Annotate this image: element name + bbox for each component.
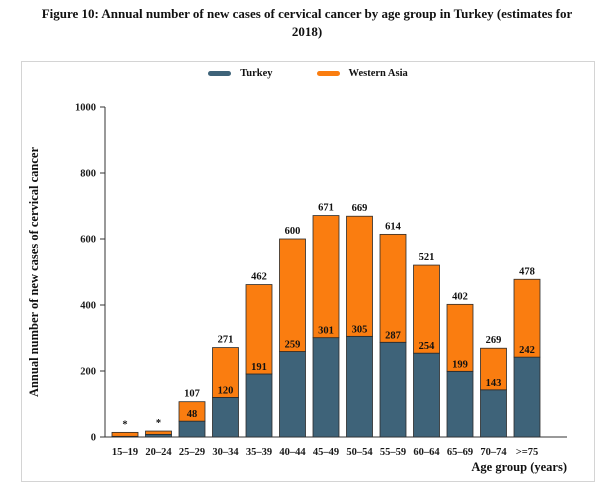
legend-swatch-western-asia <box>316 71 340 76</box>
figure-caption-line1: Figure 10: Annual number of new cases of… <box>41 6 573 21</box>
chart-container: Turkey Western Asia 0 200 400 600 800 1000 * 15… <box>21 61 595 482</box>
bar-segment-western-asia-20–24 <box>145 430 172 435</box>
total-label-40–44: 600 <box>285 226 301 237</box>
bar-segment-western-asia-60–64 <box>413 264 440 354</box>
bar-segment-western-asia-40–44 <box>279 238 306 352</box>
bar-segment-turkey-65–69 <box>446 370 474 438</box>
legend-swatch-turkey <box>208 71 232 76</box>
figure-caption-line2: 2018) <box>291 23 323 39</box>
bar-segment-western-asia-45–49 <box>312 215 340 339</box>
total-label-20–24: * <box>156 418 161 429</box>
x-tick-label-40–44: 40–44 <box>279 447 306 458</box>
total-label-65–69: 402 <box>452 291 468 302</box>
turkey-segment-label-25–29: 48 <box>187 409 198 420</box>
y-tick-label: 1000 <box>75 103 96 114</box>
turkey-segment-label-60–64: 254 <box>419 341 436 352</box>
figure-caption: Figure 10: Annual number of new cases of… <box>0 5 614 40</box>
bar-segment-turkey-30–34 <box>212 396 239 438</box>
y-tick-label: 400 <box>80 301 96 312</box>
y-axis-title: Annual number of new cases of cervical c… <box>27 147 41 398</box>
legend-label-western-asia: Western Asia <box>348 68 408 79</box>
turkey-segment-label-50–54: 305 <box>352 324 368 335</box>
bar-segment-western-asia-70–74 <box>480 347 507 391</box>
x-tick-label-45–49: 45–49 <box>313 447 339 458</box>
x-tick-label-35–39: 35–39 <box>246 447 272 458</box>
x-tick-label-55–59: 55–59 <box>380 447 406 458</box>
x-axis-title: Age group (years) <box>471 460 567 474</box>
bar-segment-turkey-45–49 <box>312 337 340 438</box>
bar-segment-turkey-50–54 <box>346 335 373 438</box>
bar-segment-turkey-70–74 <box>480 389 507 438</box>
turkey-segment-label-65–69: 199 <box>452 359 468 370</box>
y-tick-label: 600 <box>80 235 96 246</box>
x-tick-label-50–54: 50–54 <box>346 447 373 458</box>
bar-segment-western-asia->=75 <box>513 278 541 358</box>
total-label-15–19: * <box>122 419 127 430</box>
chart-legend: Turkey Western Asia <box>22 68 594 79</box>
turkey-segment-label->=75: 242 <box>519 345 535 356</box>
total-label-45–49: 671 <box>318 203 334 214</box>
bar-segment-western-asia-55–59 <box>379 233 407 343</box>
legend-item-turkey: Turkey <box>208 68 273 79</box>
turkey-segment-label-55–59: 287 <box>385 330 401 341</box>
bar-segment-western-asia-50–54 <box>346 215 373 337</box>
x-tick-label->=75: >=75 <box>516 447 538 458</box>
bar-segment-turkey-55–59 <box>379 341 407 438</box>
turkey-segment-label-40–44: 259 <box>285 340 301 351</box>
bar-segment-western-asia-30–34 <box>212 347 239 398</box>
total-label-60–64: 521 <box>419 252 435 263</box>
x-tick-label-60–64: 60–64 <box>413 447 440 458</box>
turkey-segment-label-35–39: 191 <box>251 362 267 373</box>
total-label-70–74: 269 <box>486 335 502 346</box>
x-tick-label-15–19: 15–19 <box>112 447 138 458</box>
bar-segment-turkey-35–39 <box>245 373 273 438</box>
total-label-35–39: 462 <box>251 272 267 283</box>
bar-segment-western-asia-35–39 <box>245 284 273 375</box>
x-tick-label-65–69: 65–69 <box>447 447 473 458</box>
bar-segment-turkey-25–29 <box>178 420 206 438</box>
x-tick-label-70–74: 70–74 <box>480 447 507 458</box>
y-tick-label: 0 <box>91 433 96 444</box>
turkey-segment-label-30–34: 120 <box>218 385 234 396</box>
total-label-55–59: 614 <box>385 221 402 232</box>
bar-segment-turkey-60–64 <box>413 352 440 438</box>
total-label->=75: 478 <box>519 266 535 277</box>
legend-item-western-asia: Western Asia <box>316 68 408 79</box>
y-tick-label: 800 <box>80 169 96 180</box>
x-tick-label-25–29: 25–29 <box>179 447 205 458</box>
legend-label-turkey: Turkey <box>240 68 273 79</box>
total-label-30–34: 271 <box>218 335 234 346</box>
x-tick-label-30–34: 30–34 <box>212 447 239 458</box>
total-label-50–54: 669 <box>352 203 368 214</box>
total-label-25–29: 107 <box>184 389 200 400</box>
turkey-segment-label-70–74: 143 <box>486 378 502 389</box>
stacked-bar-chart: 0 200 400 600 800 1000 * 15–19 * 20–24 107 48 25–29 2… <box>27 103 567 474</box>
bar-segment-western-asia-25–29 <box>178 401 206 422</box>
bar-segment-turkey-40–44 <box>279 351 306 438</box>
turkey-segment-label-45–49: 301 <box>318 326 334 337</box>
bar-segment-western-asia-15–19 <box>111 431 139 437</box>
y-tick-label: 200 <box>80 367 96 378</box>
bar-segment-turkey->=75 <box>513 356 541 438</box>
x-tick-label-20–24: 20–24 <box>145 447 172 458</box>
bar-segment-western-asia-65–69 <box>446 303 474 372</box>
